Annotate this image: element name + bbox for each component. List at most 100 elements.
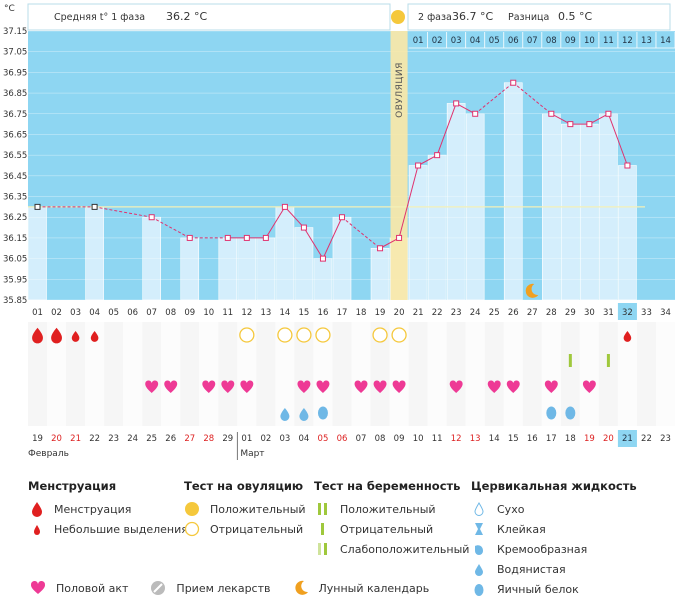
legend-label: Отрицательный: [210, 522, 304, 536]
temp-point: [472, 110, 479, 117]
egg-white-fluid-icon: [546, 406, 557, 420]
chart-header: Средняя t° 1 фаза 36.2 °C 2 фаза 36.7 °C…: [4, 3, 671, 31]
calendar-date-label: 19: [32, 434, 43, 444]
post-ovulation-day: 10: [584, 36, 595, 46]
cycle-day-label: 21: [413, 308, 424, 318]
empty-circle-icon: [184, 521, 202, 537]
temp-segment: [284, 206, 305, 228]
legend-cervical-fluid-title: Цервикальная жидкость: [471, 479, 637, 493]
calendar-date-label: 18: [565, 434, 576, 444]
cycle-day-label: 08: [165, 308, 176, 318]
temp-point: [319, 255, 326, 262]
symptom-cell: [408, 400, 428, 426]
cycle-day-label: 03: [70, 308, 81, 318]
symptom-cell: [294, 348, 314, 374]
cycle-day-label: 28: [546, 308, 557, 318]
calendar-date-label: 16: [527, 434, 538, 444]
symptom-cell: [256, 400, 276, 426]
symptom-cell: [579, 322, 599, 348]
post-ovulation-day: 07: [527, 36, 538, 46]
temp-segment: [512, 82, 552, 115]
cycle-day-label: 33: [641, 308, 652, 318]
heart-icon: [354, 380, 368, 393]
temp-segment: [265, 206, 286, 239]
heart-icon: [392, 380, 406, 393]
legend-menstruation: Менструация Менструация Небольшие выделе…: [28, 479, 188, 539]
legend-pregnancy-test: Тест на беременность Положительный Отриц…: [314, 479, 469, 559]
temp-point: [377, 245, 384, 252]
symptom-cell: [161, 322, 181, 348]
calendar-date-label: 20: [51, 434, 62, 444]
calendar-date-label: 13: [470, 434, 481, 444]
temp-point: [300, 224, 307, 231]
symptom-cell: [522, 322, 542, 348]
temp-point: [281, 203, 288, 210]
cycle-day-label: 31: [603, 308, 614, 318]
symptom-cell: [85, 348, 105, 374]
calendar-date-label: 19: [584, 434, 595, 444]
calendar-date-label: 08: [375, 434, 386, 444]
legend-cervical-fluid: Цервикальная жидкость Сухо Клейкая Кремо…: [471, 479, 637, 599]
moon-icon: [525, 283, 539, 298]
y-axis: 37.15 37.05 36.95 36.85 36.75 36.65 36.55 36.45…: [3, 27, 27, 306]
post-ovulation-day: 12: [622, 36, 633, 46]
temp-point: [586, 121, 593, 128]
symptom-cell: [256, 374, 276, 400]
symptom-cell: [332, 348, 352, 374]
calendar-date-label: 23: [108, 434, 119, 444]
calendar-date-label: 15: [508, 434, 519, 444]
legend-pregnancy-test-title: Тест на беременность: [314, 479, 461, 493]
cycle-day-label: 19: [375, 308, 386, 318]
legend-item: Сухо: [471, 499, 637, 519]
legend-label: Лунный календарь: [318, 581, 430, 595]
double-bar-icon: [314, 501, 332, 517]
calendar-date-label: 23: [660, 434, 671, 444]
symptom-cell: [332, 322, 352, 348]
symptom-cell: [636, 348, 656, 374]
cycle-day-label: 27: [527, 308, 538, 318]
symptom-cell: [180, 400, 200, 426]
legend-item: Клейкая: [471, 519, 637, 539]
legend-item: Яичный белок: [471, 579, 637, 599]
temp-bar: [256, 237, 276, 301]
cycle-day-label: 01: [32, 308, 43, 318]
temp-point: [338, 214, 345, 221]
temp-bar: [561, 123, 580, 301]
temp-point: [34, 203, 41, 210]
calendar-date-label: 12: [451, 434, 462, 444]
cycle-day-label: 17: [337, 308, 348, 318]
cycle-day-label: 15: [299, 308, 310, 318]
temp-point: [567, 121, 574, 128]
calendar-date-label: 10: [413, 434, 424, 444]
menstruation-drop-icon: [51, 327, 62, 344]
symptom-cell: [256, 348, 276, 374]
temp-segment: [455, 102, 476, 115]
calendar-date-label: 28: [203, 434, 214, 444]
sticky-icon: [471, 521, 489, 537]
small-drop-icon: [71, 330, 80, 342]
watery-fluid-icon: [280, 408, 290, 421]
temp-point: [510, 79, 517, 86]
symptom-cell: [617, 348, 637, 374]
y-tick-label: 36.95: [3, 68, 27, 78]
symptom-cell: [636, 400, 656, 426]
symptom-cell: [123, 322, 143, 348]
calendar-date-label: 21: [622, 434, 633, 444]
temp-segment: [589, 113, 609, 125]
egg-white-fluid-icon: [565, 406, 576, 420]
month-label-february: Февраль: [28, 449, 69, 459]
post-ovulation-day: 14: [660, 36, 671, 46]
symptom-cell: [408, 374, 428, 400]
symptom-cell: [465, 374, 485, 400]
symptom-cell: [218, 348, 238, 374]
legend-item: Кремообразная: [471, 539, 637, 559]
symptom-cell: [484, 400, 504, 426]
symptom-cell: [522, 348, 542, 374]
y-tick-label: 35.95: [3, 275, 27, 285]
ovulation-test-negative-icon: [296, 327, 312, 343]
symptom-cell: [104, 400, 124, 426]
symptom-cell: [199, 400, 219, 426]
cycle-day-label: 32: [622, 308, 633, 318]
ovulation-sun-icon: [391, 10, 405, 24]
small-drop-icon: [90, 330, 99, 342]
